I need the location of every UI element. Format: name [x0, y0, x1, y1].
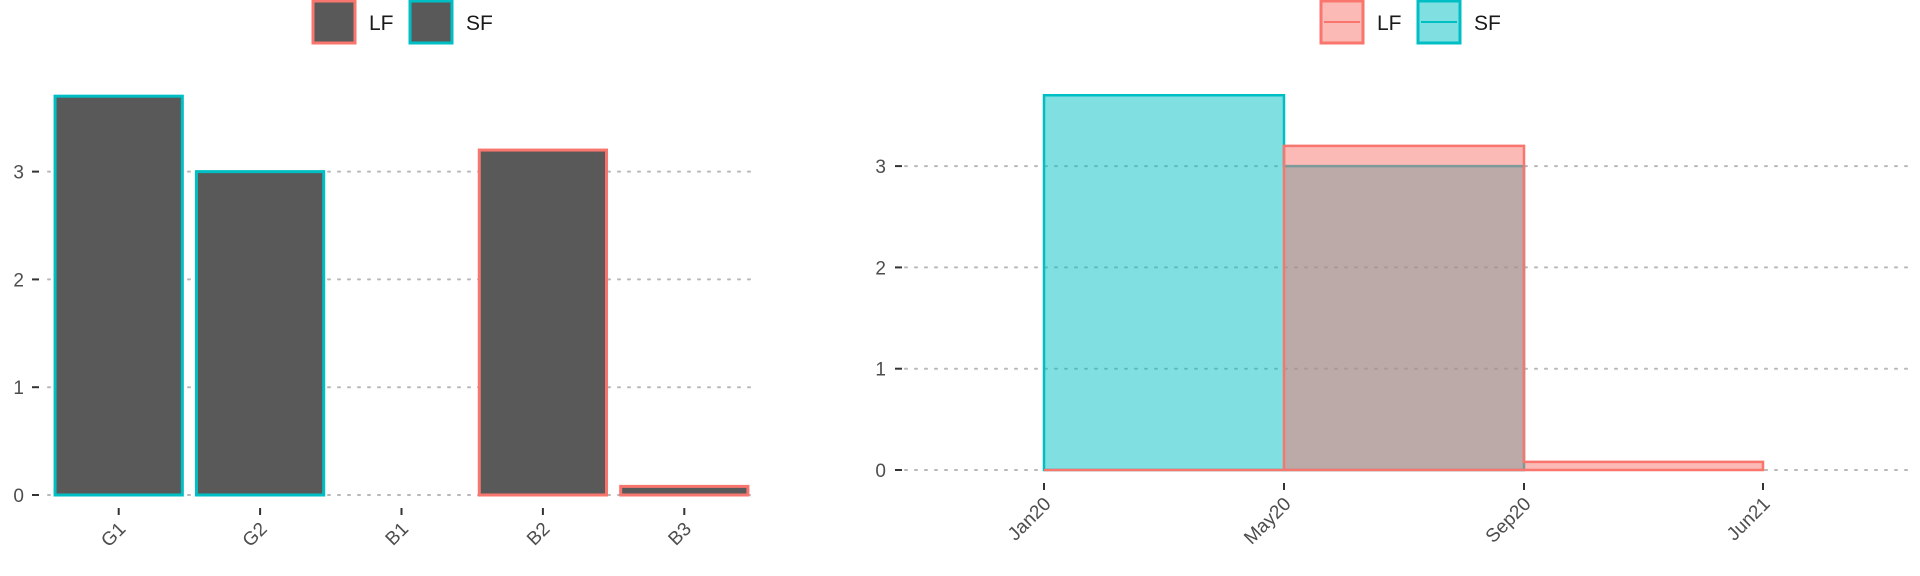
bar-chart: 0 1 2 3 G1 G2 B1 B2 B3 LF SF: [13, 0, 756, 552]
y-tick-label: 1: [875, 360, 886, 381]
y-tick-label: 2: [875, 258, 886, 279]
x-tick-label: G2: [239, 519, 272, 552]
x-tick-label: Jun21: [1723, 494, 1774, 545]
legend-label: LF: [1377, 12, 1402, 35]
legend: LF SF: [1319, 0, 1501, 45]
x-tick-label: B3: [665, 519, 696, 550]
step-area-chart: 0 1 2 3 Jan20 May20 Sep20 Jun21 LF SF: [875, 0, 1911, 549]
legend-label: SF: [1474, 12, 1501, 35]
bar-b2: [477, 148, 609, 497]
x-tick-label: May20: [1240, 494, 1295, 549]
bar-g1: [53, 94, 184, 497]
x-tick-label: B2: [523, 519, 554, 550]
x-tick-label: Jan20: [1004, 494, 1055, 545]
y-tick-label: 1: [13, 378, 24, 399]
bar-b3: [619, 484, 750, 497]
y-tick-label: 0: [875, 461, 886, 482]
y-tick-label: 2: [13, 270, 24, 291]
x-tick-label: G1: [97, 519, 130, 552]
legend: LF SF: [311, 0, 493, 45]
y-tick-label: 0: [13, 486, 24, 507]
y-tick-label: 3: [13, 163, 24, 184]
legend-key-sf: [408, 0, 454, 45]
legend-label: SF: [466, 12, 493, 35]
legend-label: LF: [369, 12, 394, 35]
area-lf: [1044, 144, 1765, 472]
bar-g2: [194, 170, 326, 497]
y-tick-label: 3: [875, 157, 886, 178]
x-tick-label: Sep20: [1482, 494, 1536, 548]
x-tick-label: B1: [382, 519, 413, 550]
legend-key-lf: [311, 0, 357, 45]
